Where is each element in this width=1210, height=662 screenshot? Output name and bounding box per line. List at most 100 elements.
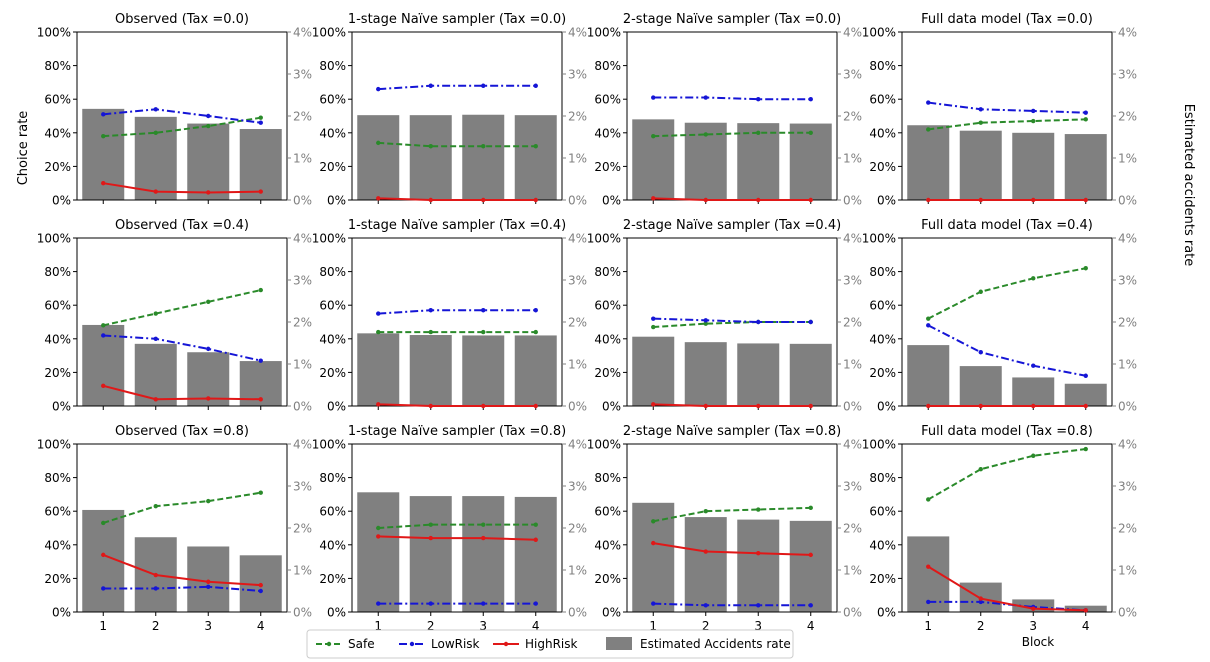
safe-point (153, 130, 158, 135)
subplot-title: Observed (Tax =0.8) (115, 424, 249, 439)
safe-point (153, 311, 158, 316)
lowrisk-point (153, 586, 158, 591)
x-tick-label: 2 (152, 619, 160, 633)
right-tick-label: 3% (1118, 480, 1137, 494)
highrisk-line (103, 384, 261, 401)
x-tick-label: 4 (257, 619, 265, 633)
left-tick-label: 80% (44, 471, 71, 485)
right-tick-label: 4% (568, 26, 587, 40)
lowrisk-point (428, 83, 433, 88)
left-tick-label: 80% (594, 471, 621, 485)
left-tick-label: 20% (319, 366, 346, 380)
highrisk-point (101, 181, 106, 186)
accidents-bar (737, 123, 780, 200)
left-tick-label: 0% (327, 606, 346, 620)
left-tick-label: 40% (319, 126, 346, 140)
left-tick-label: 20% (44, 572, 71, 586)
lowrisk-point (756, 319, 761, 325)
accidents-bar (959, 130, 1002, 200)
accidents-bar (134, 343, 177, 406)
left-tick-label: 60% (319, 299, 346, 313)
left-tick-label: 80% (44, 59, 71, 73)
safe-point (1031, 453, 1036, 458)
lowrisk-point (926, 599, 931, 605)
x-tick-label: 4 (1082, 619, 1090, 633)
highrisk-point (1083, 608, 1088, 613)
left-tick-label: 20% (319, 572, 346, 586)
lowrisk-point (206, 584, 211, 589)
highrisk-point (651, 196, 656, 201)
left-tick-label: 60% (869, 505, 896, 519)
highrisk-point (978, 403, 983, 409)
accidents-bar (409, 496, 452, 612)
x-tick-label: 2 (702, 619, 710, 633)
lowrisk-point (978, 107, 983, 112)
lowrisk-point (206, 346, 211, 352)
safe-point (808, 130, 813, 135)
left-tick-label: 0% (602, 194, 621, 208)
highrisk-line (102, 553, 261, 587)
left-tick-label: 60% (44, 93, 71, 107)
safe-point (651, 133, 656, 139)
subplot-7: 0% 20% 40% 60% 80% 100% 0% 1% 2% 3% 4%2-stage Naïv… (587, 218, 862, 414)
safe-point (926, 497, 931, 502)
right-tick-label: 0% (1118, 400, 1137, 414)
accidents-bar (1012, 377, 1055, 406)
right-tick-label: 0% (568, 400, 587, 414)
right-tick-label: 0% (293, 606, 312, 620)
right-tick-label: 0% (293, 194, 312, 208)
lowrisk-point (481, 308, 486, 313)
x-tick-label: 3 (479, 619, 487, 633)
highrisk-point (101, 552, 106, 558)
right-tick-label: 0% (843, 400, 862, 414)
accidents-bar (907, 345, 950, 406)
highrisk-point (153, 189, 158, 194)
left-tick-label: 20% (594, 160, 621, 174)
subplot-title: Observed (Tax =0.4) (115, 218, 249, 233)
right-tick-label: 0% (843, 194, 862, 208)
right-tick-label: 4% (843, 26, 862, 40)
lowrisk-point (703, 318, 708, 323)
safe-point (1031, 276, 1036, 281)
safe-point (1031, 118, 1036, 124)
safe-point (376, 329, 381, 335)
left-tick-label: 80% (319, 471, 346, 485)
left-tick-label: 20% (869, 366, 896, 380)
lowrisk-point (1083, 373, 1088, 378)
highrisk-point (481, 535, 486, 541)
accidents-bar (187, 123, 230, 200)
legend-highrisk-label: HighRisk (525, 637, 578, 651)
safe-point (533, 329, 538, 335)
safe-point (926, 316, 931, 321)
subplot-title: 1-stage Naïve sampler (Tax =0.4) (348, 218, 566, 233)
right-tick-label: 1% (1118, 152, 1137, 166)
highrisk-point (428, 535, 433, 541)
lowrisk-point (428, 601, 433, 606)
subplot-title: Full data model (Tax =0.4) (921, 218, 1093, 233)
accidents-bar (514, 496, 557, 612)
highrisk-point (206, 190, 211, 195)
highrisk-line (103, 182, 261, 194)
highrisk-point (206, 396, 211, 401)
subplot-title: 1-stage Naïve sampler (Tax =0.0) (348, 12, 566, 27)
lowrisk-point (703, 95, 708, 100)
legend-frame (306, 629, 794, 659)
right-tick-label: 1% (568, 152, 587, 166)
lowrisk-point (756, 97, 761, 102)
subplot-12: 0% 20% 40% 60% 80% 100% 0% 1% 2% 3% 4% 1 2 3 4 Full dat… (862, 424, 1137, 633)
subplot-title: 2-stage Naïve sampler (Tax =0.4) (623, 218, 841, 233)
accidents-bar (632, 119, 675, 200)
safe-point (703, 132, 708, 137)
safe-point (206, 299, 211, 305)
safe-point (533, 144, 538, 149)
lowrisk-point (153, 336, 158, 341)
accidents-bar (684, 342, 727, 406)
right-tick-label: 0% (568, 606, 587, 620)
lowrisk-point (651, 601, 656, 606)
accidents-bar (959, 366, 1002, 406)
highrisk-line (378, 403, 536, 407)
highrisk-point (206, 579, 211, 584)
right-tick-label: 2% (568, 522, 587, 536)
safe-point (258, 490, 263, 495)
lowrisk-point (481, 601, 486, 606)
